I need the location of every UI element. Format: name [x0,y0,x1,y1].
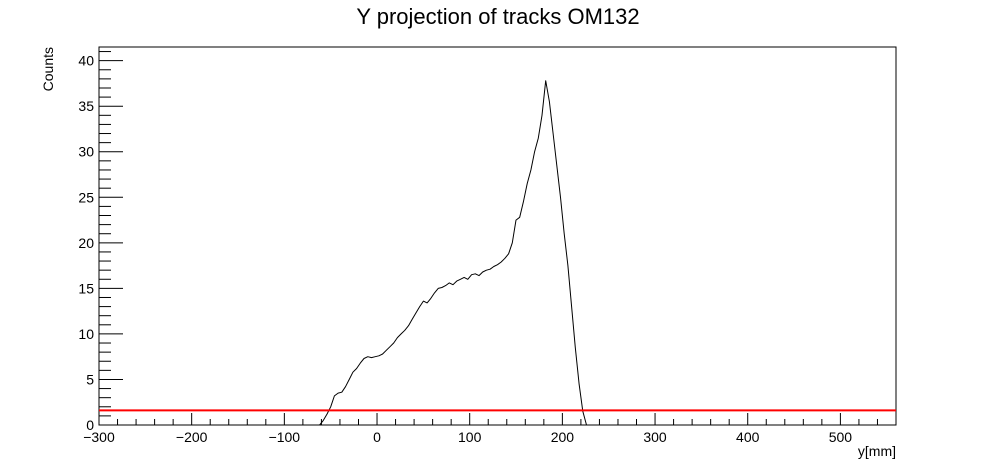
plot-frame [98,46,897,426]
x-tick-label: 200 [551,429,575,445]
y-tick-label: 30 [78,144,94,160]
y-axis-ticks: 0 5 10 15 20 25 30 35 40 [78,53,123,433]
x-tick-label: −200 [176,429,208,445]
x-axis-ticks: −300 −200 −100 0 100 200 300 400 500 [83,413,852,445]
y-tick-label: 20 [78,235,94,251]
x-tick-label: 400 [736,429,760,445]
y-axis-label: Counts [40,47,56,91]
series-layer [99,80,896,426]
x-tick-label: 300 [643,429,667,445]
y-tick-label: 40 [78,53,94,69]
x-tick-label: 500 [829,429,853,445]
y-tick-label: 35 [78,98,94,114]
y-tick-label: 10 [78,326,94,342]
x-tick-label: 0 [373,429,381,445]
x-tick-label: −300 [83,429,115,445]
x-tick-label: 100 [458,429,482,445]
x-tick-label: −100 [269,429,301,445]
y-tick-label: 0 [86,417,94,433]
chart-title: Y projection of tracks OM132 [356,4,639,29]
minor-ticks [99,51,897,425]
counts-curve [319,80,654,426]
y-tick-label: 5 [86,371,94,387]
y-tick-label: 25 [78,189,94,205]
x-axis-label: y[mm] [858,443,896,459]
y-tick-label: 15 [78,280,94,296]
